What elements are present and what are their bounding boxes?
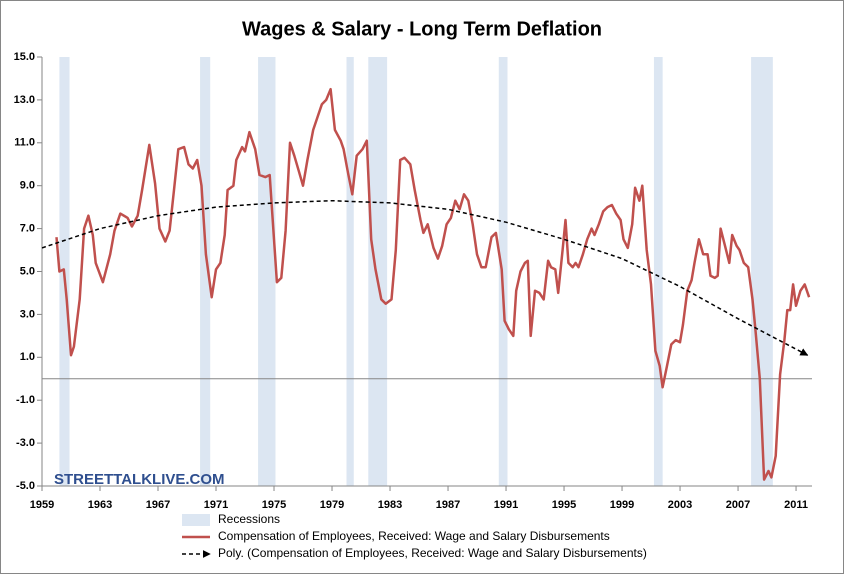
x-tick-label: 1995 (552, 499, 576, 511)
trend-line (41, 199, 809, 356)
y-tick-label: 11.0 (14, 137, 35, 149)
y-tick-label: 5.0 (20, 265, 35, 277)
watermark: STREETTALKLIVE.COM (54, 471, 225, 488)
y-tick-label: 7.0 (20, 223, 35, 235)
x-tick-label: 1971 (204, 499, 228, 511)
y-tick-label: 13.0 (14, 94, 35, 106)
legend-swatch (182, 514, 210, 526)
recession-band (498, 57, 508, 486)
recession-band (346, 57, 354, 486)
y-tick-label: -3.0 (16, 437, 35, 449)
x-tick-label: 1975 (262, 499, 286, 511)
x-tick-label: 2003 (668, 499, 692, 511)
x-tick-label: 1967 (146, 499, 170, 511)
x-tick-label: 2007 (726, 499, 750, 511)
x-tick-label: 1991 (494, 499, 518, 511)
recession-band (653, 57, 663, 486)
x-tick-label: 1999 (610, 499, 634, 511)
x-tick-label: 1963 (88, 499, 112, 511)
x-tick-label: 1959 (30, 499, 54, 511)
x-tick-label: 1979 (320, 499, 344, 511)
x-tick-label: 2011 (784, 499, 808, 511)
x-tick-label: 1987 (436, 499, 460, 511)
y-tick-label: 9.0 (20, 180, 35, 192)
legend-label: Compensation of Employees, Received: Wag… (218, 529, 610, 543)
y-tick-label: 1.0 (20, 351, 35, 363)
chart-title: Wages & Salary - Long Term Deflation (242, 18, 602, 40)
x-tick-label: 1983 (378, 499, 402, 511)
legend-label: Poly. (Compensation of Employees, Receiv… (218, 546, 647, 560)
recession-band (368, 57, 388, 486)
y-tick-label: -5.0 (16, 480, 35, 492)
data-line (55, 87, 811, 481)
y-tick-label: 3.0 (20, 308, 35, 320)
recession-band (258, 57, 276, 486)
y-tick-label: 15.0 (14, 51, 35, 63)
legend-label: Recessions (218, 512, 280, 526)
recession-band (200, 57, 211, 486)
y-tick-label: -1.0 (16, 394, 35, 406)
